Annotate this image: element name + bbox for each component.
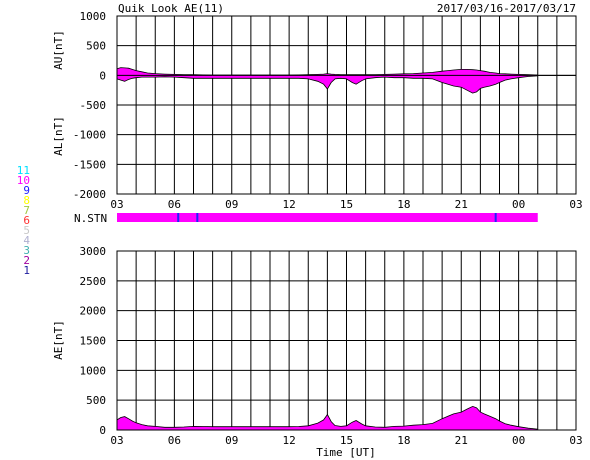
x-tick-label: 18 bbox=[397, 198, 410, 211]
y-tick-label: 500 bbox=[86, 394, 106, 407]
y-axis-label: AE[nT] bbox=[52, 320, 65, 360]
station-legend-number: 11 bbox=[17, 164, 30, 177]
station-legend-number: 9 bbox=[23, 184, 30, 197]
al-area bbox=[117, 75, 538, 94]
ae-area bbox=[117, 406, 538, 430]
y-tick-label: 3000 bbox=[80, 245, 107, 258]
station-dip-marker bbox=[494, 213, 497, 222]
y-tick-label: 2000 bbox=[80, 305, 107, 318]
station-legend-number: 6 bbox=[23, 214, 30, 227]
x-tick-label: 15 bbox=[340, 198, 353, 211]
y-tick-label: 1000 bbox=[80, 10, 107, 23]
x-tick-label: 12 bbox=[283, 434, 296, 447]
au-area bbox=[117, 67, 538, 76]
x-tick-label: 03 bbox=[569, 198, 582, 211]
ae-line bbox=[116, 405, 538, 430]
x-tick-label: 03 bbox=[110, 434, 123, 447]
x-tick-label: 15 bbox=[340, 434, 353, 447]
x-tick-label: 03 bbox=[569, 434, 582, 447]
station-legend-number: 7 bbox=[23, 204, 30, 217]
x-tick-label: 03 bbox=[110, 198, 123, 211]
station-dip-marker bbox=[196, 213, 199, 222]
y-axis-label: AL[nT] bbox=[52, 116, 65, 156]
y-tick-label: 0 bbox=[99, 69, 106, 82]
x-axis-label: Time [UT] bbox=[316, 446, 376, 459]
station-legend-number: 4 bbox=[23, 234, 30, 247]
station-legend-number: 10 bbox=[17, 174, 30, 187]
x-tick-label: 00 bbox=[512, 198, 525, 211]
y-tick-label: 1500 bbox=[80, 335, 107, 348]
x-tick-label: 12 bbox=[283, 198, 296, 211]
station-legend-number: 3 bbox=[23, 244, 30, 257]
y-tick-label: 2500 bbox=[80, 275, 107, 288]
y-tick-label: 1000 bbox=[80, 364, 107, 377]
x-tick-label: 18 bbox=[397, 434, 410, 447]
x-tick-label: 09 bbox=[225, 434, 238, 447]
station-legend-number: 5 bbox=[23, 224, 30, 237]
x-tick-label: 06 bbox=[168, 198, 181, 211]
station-bar-fill bbox=[117, 213, 538, 222]
x-tick-label: 21 bbox=[455, 198, 468, 211]
x-tick-label: 09 bbox=[225, 198, 238, 211]
chart-title: Quik Look AE(11) bbox=[118, 2, 224, 15]
y-tick-label: -2000 bbox=[73, 188, 106, 201]
au-al-panel: 1000 500 0 -500 -1000 -1500 -2000 03 06 09 12 15 18 2… bbox=[52, 10, 583, 211]
y-tick-label: -500 bbox=[80, 99, 107, 112]
y-tick-label: -1000 bbox=[73, 129, 106, 142]
al-line bbox=[116, 75, 538, 94]
ae-panel: 3000 2500 2000 1500 1000 500 0 03 06 09 12 15 18 21 00… bbox=[52, 245, 583, 447]
y-tick-label: 500 bbox=[86, 40, 106, 53]
station-count-bar bbox=[117, 213, 538, 222]
x-tick-label: 21 bbox=[455, 434, 468, 447]
station-legend-number: 2 bbox=[23, 254, 30, 267]
date-range: 2017/03/16-2017/03/17 bbox=[437, 2, 576, 15]
station-legend-number: 8 bbox=[23, 194, 30, 207]
station-dip-marker bbox=[177, 213, 180, 222]
x-tick-label: 00 bbox=[512, 434, 525, 447]
x-tick-label: 06 bbox=[168, 434, 181, 447]
au-line bbox=[116, 67, 538, 76]
y-tick-label: -1500 bbox=[73, 158, 106, 171]
y-tick-label: 0 bbox=[99, 424, 106, 437]
panel-frame bbox=[116, 250, 577, 431]
panel-frame bbox=[116, 15, 577, 195]
y-axis-label: AU[nT] bbox=[52, 30, 65, 70]
station-label: N.STN bbox=[74, 212, 107, 225]
station-legend-number: 1 bbox=[23, 264, 30, 277]
